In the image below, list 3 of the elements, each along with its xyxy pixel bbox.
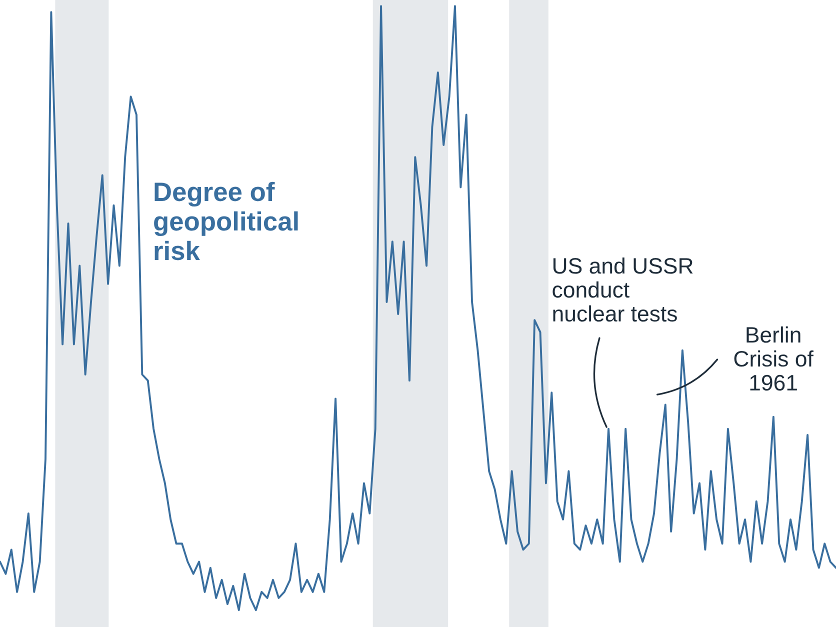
annotation: US and USSR conduct nuclear tests [552, 257, 693, 322]
annotation: Berlin Crisis of 1961 [734, 326, 814, 391]
series-label: Degree of geopolitical risk [154, 182, 298, 260]
